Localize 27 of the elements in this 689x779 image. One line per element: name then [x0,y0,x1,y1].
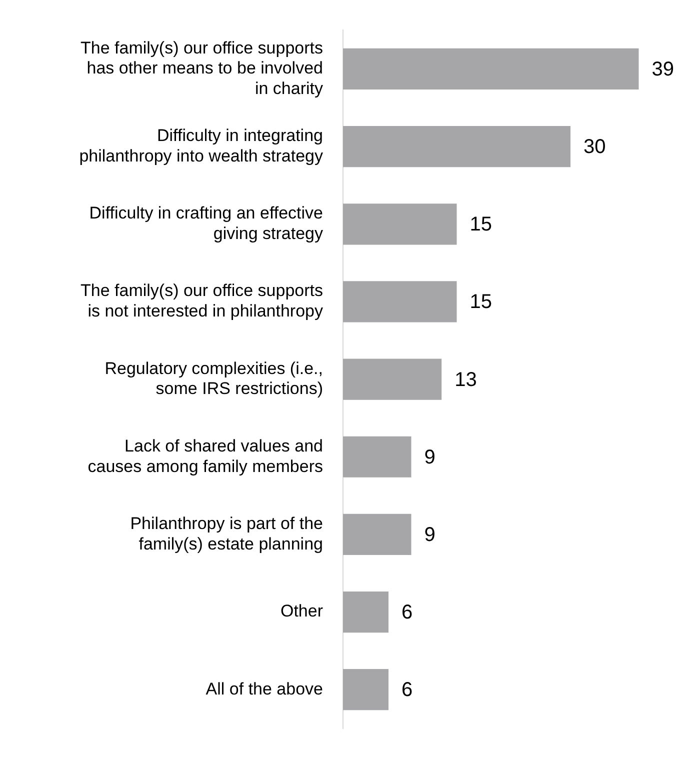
data-label: 13 [454,368,477,391]
bar [343,48,639,90]
bar [343,669,388,710]
bar [343,204,457,245]
y-tick-label: The family(s) our office supports has other means to be involved in charity [80,38,324,98]
y-tick-label: Lack of shared values and causes among family members [88,436,323,476]
bar [343,358,442,400]
data-label: 6 [401,602,413,624]
data-label: 15 [470,214,492,236]
y-tick-label: Philanthropy is part of the family(s) estate planning [130,514,323,554]
data-label: 30 [583,136,606,158]
data-label: 6 [401,679,413,702]
bar [343,514,412,556]
data-label: 9 [424,524,436,546]
data-label: 15 [470,291,492,314]
bar [343,281,457,322]
y-tick-label: All of the above [206,679,323,698]
bar [343,126,570,168]
bar [343,591,388,633]
data-label: 9 [424,446,436,468]
y-tick-label: Other [280,602,324,621]
y-tick-label: Difficulty in integrating philanthropy into wealth strategy [79,126,324,166]
data-label: 39 [652,58,674,81]
y-tick-label: Regulatory complexities (i.e., some IRS restrictions) [104,358,323,398]
bar [343,436,412,478]
y-tick-label: The family(s) our office supports is not interested in philanthropy [80,281,324,321]
y-tick-label: Difficulty in crafting an effective giving strategy [89,204,324,244]
